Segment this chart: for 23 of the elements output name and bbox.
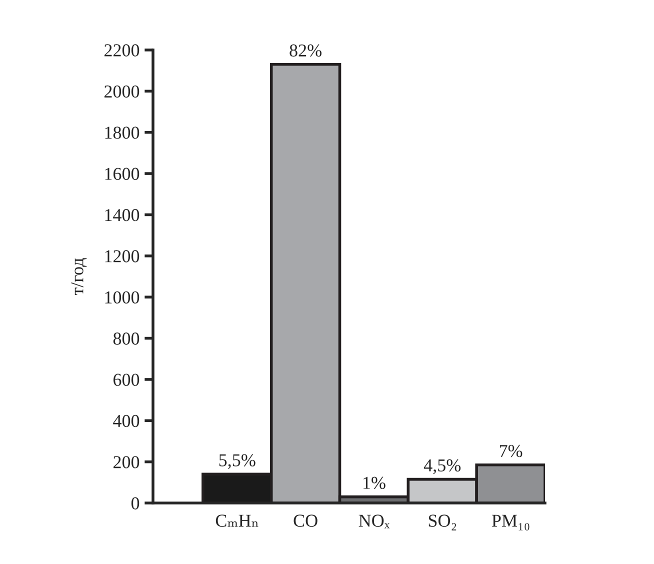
annotation: 7%: [500, 444, 522, 458]
y-tick-label: 400: [113, 414, 140, 428]
annotation: 4,5%: [424, 459, 461, 474]
y-tick-label: 2200: [104, 44, 140, 56]
x-tick-label: PM₁₀: [492, 514, 530, 530]
y-tick-label: 600: [114, 374, 140, 386]
y-tick-label: 1600: [105, 168, 140, 180]
x-tick-label: CO: [294, 514, 318, 527]
y-tick-label: 800: [113, 332, 140, 345]
y-tick-label: 1400: [105, 208, 140, 222]
y-tick-label: 1800: [105, 126, 140, 139]
y-tick-label: 1200: [105, 250, 140, 262]
x-tick-label: CₘHₙ: [216, 514, 258, 527]
x-tick-label: NOₓ: [358, 514, 390, 528]
y-tick-label: 1000: [105, 291, 140, 304]
x-tick-label: SO₂: [428, 514, 456, 530]
annotation: 82%: [290, 44, 322, 57]
y-tick-label: 2000: [104, 85, 140, 98]
y-axis-title: т/год: [71, 258, 87, 296]
annotation: 1%: [364, 476, 386, 490]
y-tick-label: 200: [114, 456, 140, 468]
annotation: 5,5%: [219, 454, 256, 469]
y-tick-label: 0: [131, 497, 140, 510]
